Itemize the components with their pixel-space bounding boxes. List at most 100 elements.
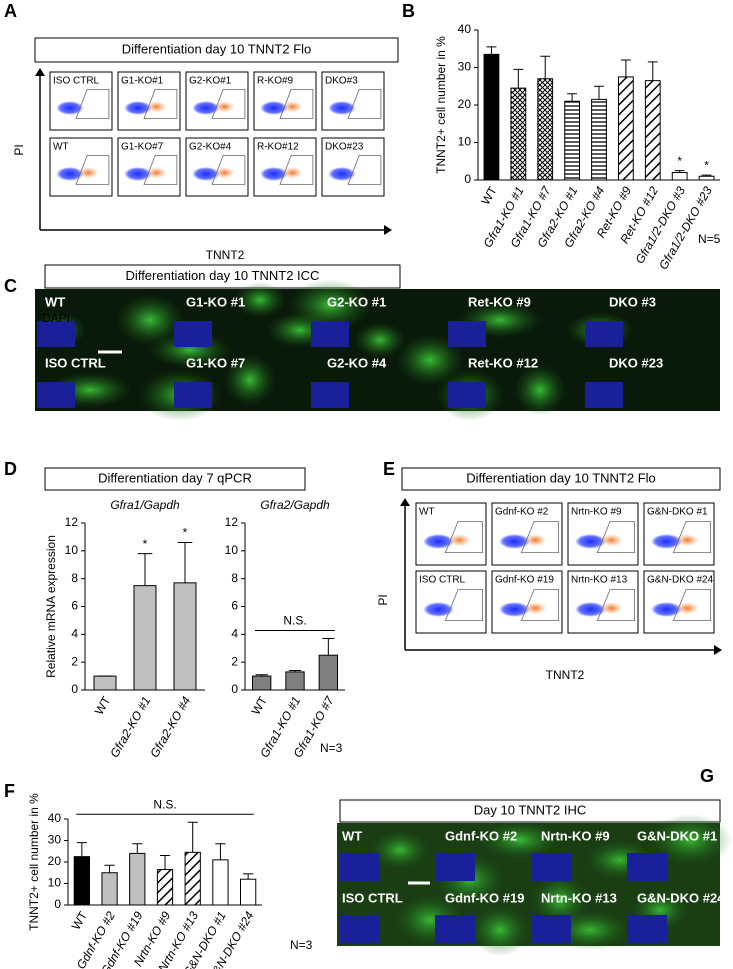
panel-header: Differentiation day 10 TNNT2 ICC xyxy=(126,268,320,283)
x-tick-label: Gfra2-KO #1 xyxy=(107,694,153,760)
dapi-inset xyxy=(37,382,75,408)
y-tick-label: 30 xyxy=(48,833,62,847)
significance-mark: * xyxy=(183,526,188,540)
error-bar xyxy=(137,553,153,586)
gate xyxy=(596,589,635,621)
positive-population xyxy=(146,101,167,113)
arrow-head xyxy=(384,225,392,235)
plot-label: G2-KO#1 xyxy=(189,76,232,87)
error-bar xyxy=(177,541,193,583)
stain-signal xyxy=(478,820,562,860)
positive-population xyxy=(282,167,303,179)
gate xyxy=(279,89,314,119)
flow-plot-frame xyxy=(415,502,487,566)
y-tick-label: 0 xyxy=(71,682,78,696)
significance-mark: * xyxy=(143,537,148,551)
dapi-inset xyxy=(531,853,571,881)
y-tick-label: 10 xyxy=(458,135,472,149)
arrow-head xyxy=(714,645,722,655)
dapi-inset xyxy=(585,321,623,347)
plot-label: G&N-DKO #1 xyxy=(647,507,708,518)
positive-population xyxy=(524,534,547,547)
bar xyxy=(240,878,257,906)
error-bar xyxy=(255,674,268,677)
bar xyxy=(591,98,607,181)
cell-label: G&N-DKO #1 xyxy=(637,828,717,843)
flow-plot-frame xyxy=(415,570,487,634)
cell-label: DKO #3 xyxy=(609,294,656,309)
panel-header-box xyxy=(401,467,721,491)
y-tick-label: 0 xyxy=(231,682,238,696)
bar xyxy=(537,78,554,181)
bar xyxy=(617,76,634,181)
cell-label: WT xyxy=(342,828,362,843)
error-bar xyxy=(540,55,551,79)
arrow-head xyxy=(35,68,45,76)
error-bar xyxy=(132,843,143,854)
plot-label: G&N-DKO #24 xyxy=(647,575,714,586)
positive-population xyxy=(448,534,471,547)
flow-plot-frame xyxy=(567,570,639,634)
y-tick-label: 10 xyxy=(65,543,79,557)
plot-label: WT xyxy=(53,142,69,153)
bar xyxy=(510,87,527,181)
y-axis-label: Relative mRNA expression xyxy=(44,535,58,678)
bar xyxy=(173,582,197,691)
panel-header: Day 10 TNNT2 IHC xyxy=(474,802,586,817)
stain-signal xyxy=(470,904,530,956)
positive-population xyxy=(214,101,235,113)
cell-label: WT xyxy=(45,294,65,309)
chart-title: Gfra2/Gapdh xyxy=(260,498,330,512)
plot-label: G2-KO#4 xyxy=(189,142,232,153)
flow-plot-frame xyxy=(185,137,249,197)
panel-header-box xyxy=(34,37,399,63)
y-tick-label: 20 xyxy=(48,854,62,868)
significance-mark: * xyxy=(704,158,709,172)
panel-letter: G xyxy=(700,766,714,786)
panel-letter: E xyxy=(383,459,395,479)
gate xyxy=(143,155,178,185)
cell-label: ISO CTRL xyxy=(342,890,403,905)
plot-label: Gdnf-KO #2 xyxy=(495,507,549,518)
bar xyxy=(644,80,661,181)
y-tick-label: 12 xyxy=(225,515,239,529)
dapi-inset xyxy=(627,915,667,943)
error-bar xyxy=(620,59,631,77)
bar xyxy=(101,872,118,906)
panel-letter: F xyxy=(4,781,15,801)
inset-label: DAPI xyxy=(42,311,70,325)
cell-population xyxy=(56,101,84,115)
flow-plot-frame xyxy=(491,570,563,634)
gate xyxy=(520,521,559,553)
cell-population xyxy=(575,602,606,617)
flow-plot-frame xyxy=(643,570,715,634)
gate xyxy=(520,589,559,621)
cell-population xyxy=(423,602,454,617)
gate xyxy=(143,89,178,119)
cell-population xyxy=(260,101,288,115)
y-tick-label: 4 xyxy=(231,627,238,641)
positive-population xyxy=(600,534,623,547)
flow-plot-frame xyxy=(567,502,639,566)
stain-signal xyxy=(396,334,464,386)
cell-label: Nrtn-KO #9 xyxy=(541,828,610,843)
annotation: N.S. xyxy=(283,614,306,628)
gate xyxy=(75,155,110,185)
panel-letter: C xyxy=(4,276,17,296)
dapi-inset xyxy=(174,382,212,408)
dapi-inset xyxy=(311,382,349,408)
note: N=5 xyxy=(698,232,721,246)
error-bar xyxy=(513,68,524,89)
error-bar xyxy=(322,638,335,656)
error-bar xyxy=(288,670,302,672)
gate xyxy=(672,589,711,621)
y-tick-label: 40 xyxy=(458,22,472,36)
error-bar xyxy=(76,842,87,857)
dapi-inset xyxy=(311,321,349,347)
cell-label: DKO #23 xyxy=(609,355,663,370)
positive-population xyxy=(676,534,699,547)
x-tick-label: WT xyxy=(69,909,91,933)
cell-population xyxy=(124,167,152,181)
x-tick-label: WT xyxy=(92,694,114,718)
stain-signal xyxy=(370,830,430,870)
